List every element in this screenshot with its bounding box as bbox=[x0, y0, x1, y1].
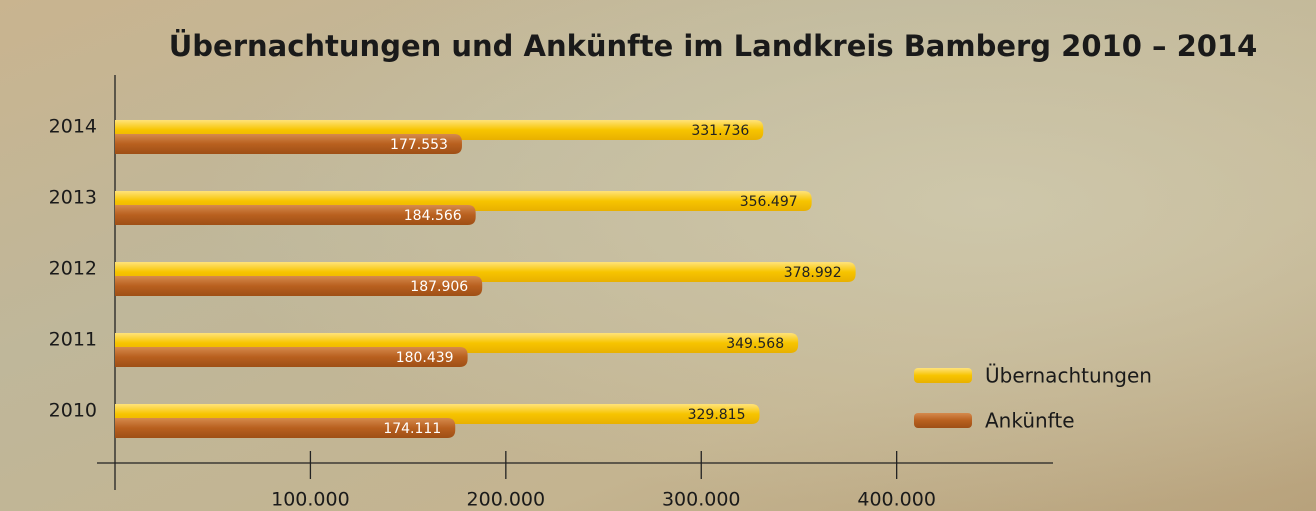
x-tick-label: 400.000 bbox=[857, 489, 936, 511]
value-label: 329.815 bbox=[688, 407, 746, 423]
y-tick-label: 2011 bbox=[49, 329, 97, 351]
y-tick-label: 2014 bbox=[49, 116, 97, 138]
chart-title: Übernachtungen und Ankünfte im Landkreis… bbox=[169, 29, 1258, 63]
y-tick-label: 2013 bbox=[49, 187, 97, 209]
legend-swatch bbox=[914, 413, 972, 428]
bar bbox=[115, 205, 476, 225]
legend-swatch bbox=[914, 368, 972, 383]
legend-label: Übernachtungen bbox=[985, 364, 1152, 388]
x-tick-label: 300.000 bbox=[662, 489, 741, 511]
value-label: 184.566 bbox=[404, 208, 462, 224]
value-label: 331.736 bbox=[691, 123, 749, 139]
x-tick-label: 100.000 bbox=[271, 489, 350, 511]
y-tick-label: 2012 bbox=[49, 258, 97, 280]
legend-label: Ankünfte bbox=[985, 409, 1075, 433]
value-label: 174.111 bbox=[383, 421, 441, 437]
value-label: 180.439 bbox=[396, 350, 454, 366]
y-tick-label: 2010 bbox=[49, 400, 97, 422]
value-label: 177.553 bbox=[390, 137, 448, 153]
value-label: 356.497 bbox=[740, 194, 798, 210]
bar bbox=[115, 276, 483, 296]
bar bbox=[115, 134, 462, 154]
value-label: 349.568 bbox=[726, 336, 784, 352]
x-tick-label: 200.000 bbox=[467, 489, 546, 511]
value-label: 378.992 bbox=[784, 265, 842, 281]
bar bbox=[115, 347, 468, 367]
bar bbox=[115, 418, 456, 438]
value-label: 187.906 bbox=[410, 279, 468, 295]
